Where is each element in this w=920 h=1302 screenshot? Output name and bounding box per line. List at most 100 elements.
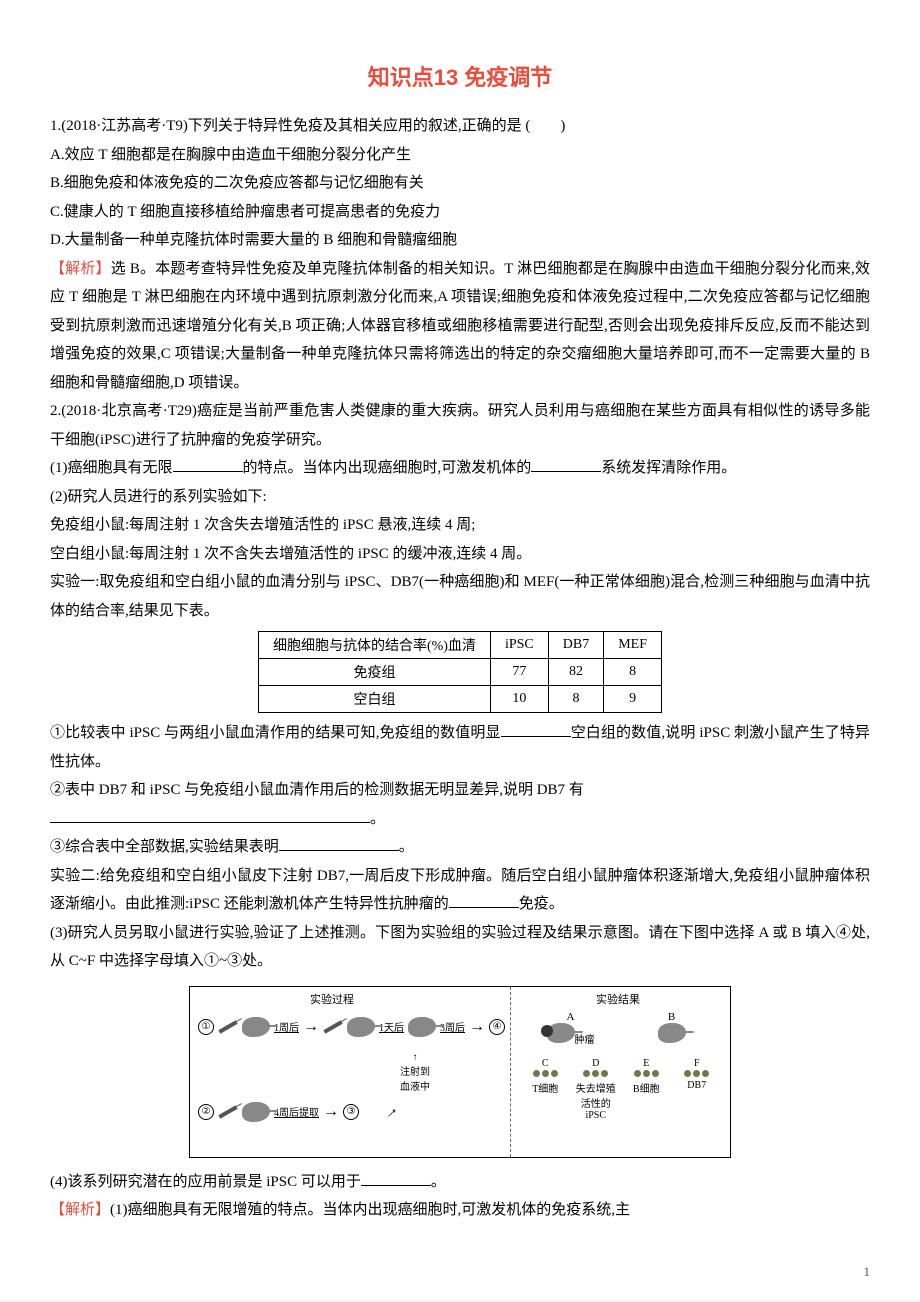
fig-right-panel: A肿瘤 B CT细胞 D失去增殖 活性的iPSC EB细胞 FDB7 bbox=[512, 987, 730, 1157]
label-4week: 4周后提取 bbox=[274, 1104, 319, 1119]
cells-icon bbox=[532, 1069, 559, 1080]
q1-option-a: A.效应 T 细胞都是在胸腺中由造血干细胞分裂分化产生 bbox=[50, 141, 870, 170]
blank bbox=[531, 456, 601, 472]
result-E: EB细胞 bbox=[623, 1058, 670, 1121]
q2-p2: (2)研究人员进行的系列实验如下: bbox=[50, 483, 870, 512]
fig-left-panel: ① 1周后 → 1天后 3周后 → ④ ↑注射到 血液中 ② 4周后提取 → bbox=[190, 987, 511, 1157]
th: iPSC bbox=[490, 632, 548, 659]
q1-stem: 1.(2018·江苏高考·T9)下列关于特异性免疫及其相关应用的叙述,正确的是 … bbox=[50, 112, 870, 141]
td: 空白组 bbox=[258, 686, 490, 713]
q2-analysis-text: (1)癌细胞具有无限增殖的特点。当体内出现癌细胞时,可激发机体的免疫系统,主 bbox=[110, 1202, 630, 1218]
q2-t3: ③综合表中全部数据,实验结果表明 。 bbox=[50, 833, 870, 862]
arrow-icon: → bbox=[379, 1099, 403, 1123]
q2-p3: (3)研究人员另取小鼠进行实验,验证了上述推测。下图为实验组的实验过程及结果示意… bbox=[50, 919, 870, 976]
q2-t1: ①比较表中 iPSC 与两组小鼠血清作用的结果可知,免疫组的数值明显空白组的数值… bbox=[50, 719, 870, 776]
q1-option-d: D.大量制备一种单克隆抗体时需要大量的 B 细胞和骨髓瘤细胞 bbox=[50, 226, 870, 255]
syringe-icon bbox=[218, 1105, 237, 1118]
page: 知识点13 免疫调节 1.(2018·江苏高考·T9)下列关于特异性免疫及其相关… bbox=[0, 0, 920, 1300]
q2-p4b: 。 bbox=[431, 1174, 446, 1190]
th: MEF bbox=[604, 632, 662, 659]
q2-t3b: 。 bbox=[399, 839, 414, 855]
q1-option-b: B.细胞免疫和体液免疫的二次免疫应答都与记忆细胞有关 bbox=[50, 169, 870, 198]
q2-stem: 2.(2018·北京高考·T29)癌症是当前严重危害人类健康的重大疾病。研究人员… bbox=[50, 397, 870, 454]
q2-p4: (4)该系列研究潜在的应用前景是 iPSC 可以用于 。 bbox=[50, 1168, 870, 1197]
cells-icon bbox=[683, 1069, 710, 1080]
label-3week: 3周后 bbox=[440, 1019, 465, 1034]
blank bbox=[361, 1170, 431, 1186]
blank bbox=[449, 892, 519, 908]
result-B: B bbox=[631, 1011, 712, 1046]
q1-analysis-text: 选 B。本题考查特异性免疫及单克隆抗体制备的相关知识。T 淋巴细胞都是在胸腺中由… bbox=[50, 261, 870, 391]
q2-t2a: ②表中 DB7 和 iPSC 与免疫组小鼠血清作用后的检测数据无明显差异,说明 … bbox=[50, 782, 584, 798]
td: 9 bbox=[604, 686, 662, 713]
arrow-icon: → bbox=[323, 1103, 339, 1121]
q2-exp2: 实验二:给免疫组和空白组小鼠皮下注射 DB7,一周后皮下形成肿瘤。随后空白组小鼠… bbox=[50, 862, 870, 919]
q2-exp2b: 免疫。 bbox=[519, 896, 564, 912]
q1-analysis: 【解析】选 B。本题考查特异性免疫及单克隆抗体制备的相关知识。T 淋巴细胞都是在… bbox=[50, 255, 870, 398]
inject-label: ↑注射到 血液中 bbox=[400, 1052, 430, 1093]
doc-title: 知识点13 免疫调节 bbox=[50, 60, 870, 92]
analysis-label: 【解析】 bbox=[50, 1202, 110, 1218]
table-header-row: 细胞细胞与抗体的结合率(%)血清 iPSC DB7 MEF bbox=[258, 632, 661, 659]
td: 82 bbox=[548, 659, 603, 686]
fig-row-1: ① 1周后 → 1天后 3周后 → ④ bbox=[198, 1017, 506, 1037]
circle-1: ① bbox=[198, 1019, 214, 1035]
q2-p1a: (1)癌细胞具有无限 bbox=[50, 460, 173, 476]
q2-analysis: 【解析】(1)癌细胞具有无限增殖的特点。当体内出现癌细胞时,可激发机体的免疫系统… bbox=[50, 1196, 870, 1225]
experiment-figure: 实验过程 实验结果 ① 1周后 → 1天后 3周后 → ④ ↑注射到 血液中 ② bbox=[189, 986, 731, 1158]
data-table: 细胞细胞与抗体的结合率(%)血清 iPSC DB7 MEF 免疫组 77 82 … bbox=[258, 631, 662, 713]
table-row: 免疫组 77 82 8 bbox=[258, 659, 661, 686]
th: 细胞细胞与抗体的结合率(%)血清 bbox=[258, 632, 490, 659]
page-number: 1 bbox=[864, 1264, 871, 1280]
q2-t2b: 。 bbox=[370, 811, 385, 827]
q2-p2a: 免疫组小鼠:每周注射 1 次含失去增殖活性的 iPSC 悬液,连续 4 周; bbox=[50, 511, 870, 540]
analysis-label: 【解析】 bbox=[50, 261, 111, 277]
td: 8 bbox=[548, 686, 603, 713]
mouse-icon bbox=[658, 1023, 686, 1043]
result-F: FDB7 bbox=[674, 1058, 721, 1121]
mouse-icon bbox=[242, 1102, 270, 1122]
mouse-tumor-icon bbox=[547, 1023, 575, 1043]
result-grid-top: A肿瘤 B bbox=[512, 987, 730, 1054]
blank bbox=[279, 835, 399, 851]
arrow-icon: → bbox=[303, 1018, 319, 1036]
circle-3: ③ bbox=[343, 1104, 359, 1120]
q2-p2b: 空白组小鼠:每周注射 1 次不含失去增殖活性的 iPSC 的缓冲液,连续 4 周… bbox=[50, 540, 870, 569]
th: DB7 bbox=[548, 632, 603, 659]
q2-t3a: ③综合表中全部数据,实验结果表明 bbox=[50, 839, 279, 855]
result-C: CT细胞 bbox=[522, 1058, 569, 1121]
q2-exp1: 实验一:取免疫组和空白组小鼠的血清分别与 iPSC、DB7(一种癌细胞)和 ME… bbox=[50, 568, 870, 625]
blank bbox=[501, 721, 571, 737]
circle-2: ② bbox=[198, 1104, 214, 1120]
table-row: 空白组 10 8 9 bbox=[258, 686, 661, 713]
q2-p4a: (4)该系列研究潜在的应用前景是 iPSC 可以用于 bbox=[50, 1174, 361, 1190]
result-A: A肿瘤 bbox=[530, 1011, 611, 1046]
td: 8 bbox=[604, 659, 662, 686]
q2-p1: (1)癌细胞具有无限 的特点。当体内出现癌细胞时,可激发机体的 系统发挥清除作用。 bbox=[50, 454, 870, 483]
td: 免疫组 bbox=[258, 659, 490, 686]
result-D: D失去增殖 活性的iPSC bbox=[573, 1058, 620, 1121]
blank-long bbox=[50, 807, 370, 823]
q2-t1a: ①比较表中 iPSC 与两组小鼠血清作用的结果可知,免疫组的数值明显 bbox=[50, 725, 501, 741]
q2-t2: ②表中 DB7 和 iPSC 与免疫组小鼠血清作用后的检测数据无明显差异,说明 … bbox=[50, 776, 870, 833]
td: 77 bbox=[490, 659, 548, 686]
q2-p1c: 系统发挥清除作用。 bbox=[601, 460, 736, 476]
label-1day: 1天后 bbox=[379, 1019, 404, 1034]
syringe-icon bbox=[323, 1020, 342, 1033]
label-1week: 1周后 bbox=[274, 1019, 299, 1034]
q1-option-c: C.健康人的 T 细胞直接移植给肿瘤患者可提高患者的免疫力 bbox=[50, 198, 870, 227]
td: 10 bbox=[490, 686, 548, 713]
circle-4: ④ bbox=[489, 1019, 505, 1035]
result-grid-bottom: CT细胞 D失去增殖 活性的iPSC EB细胞 FDB7 bbox=[512, 1054, 730, 1125]
tumor-label: 肿瘤 bbox=[575, 1035, 595, 1046]
arrow-icon: → bbox=[469, 1018, 485, 1036]
mouse-icon bbox=[408, 1017, 436, 1037]
mouse-icon bbox=[347, 1017, 375, 1037]
q2-p1b: 的特点。当体内出现癌细胞时,可激发机体的 bbox=[243, 460, 532, 476]
fig-row-2: ② 4周后提取 → ③ → bbox=[198, 1102, 506, 1122]
syringe-icon bbox=[218, 1020, 237, 1033]
blank bbox=[173, 456, 243, 472]
mouse-icon bbox=[242, 1017, 270, 1037]
cells-icon bbox=[582, 1069, 609, 1080]
cells-icon bbox=[633, 1069, 660, 1080]
